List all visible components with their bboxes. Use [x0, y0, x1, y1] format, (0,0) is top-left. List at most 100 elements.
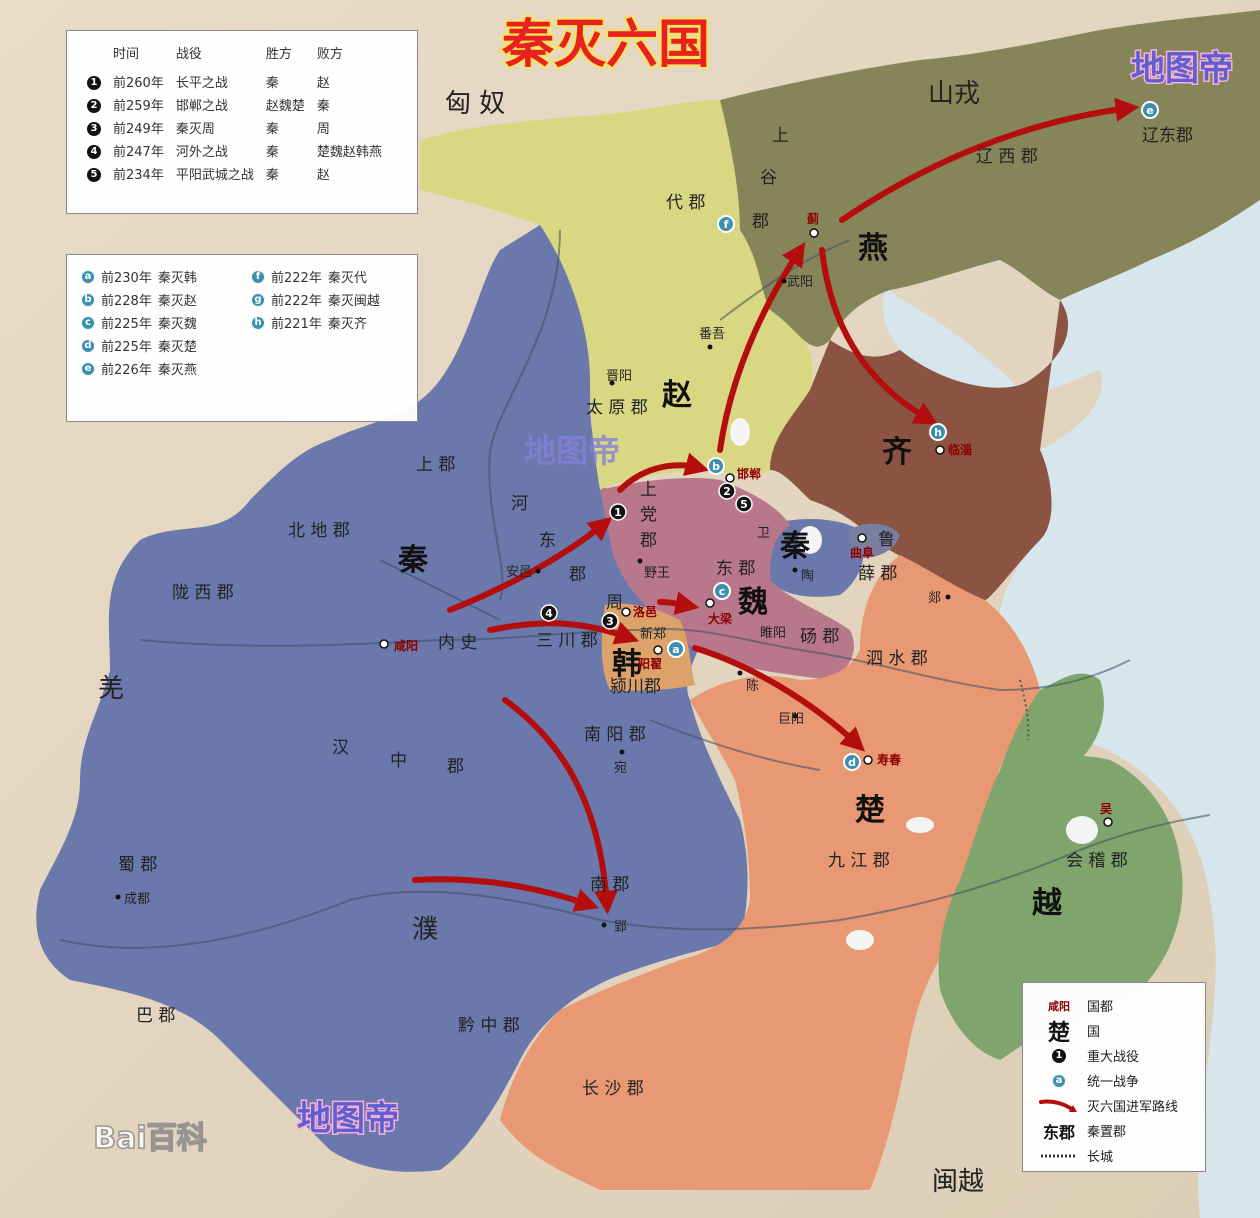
commandery-hanzhong-3: 郡 — [447, 757, 464, 777]
unification-item: e 前226年 秦灭燕 — [81, 359, 251, 378]
campaign-routes — [412, 97, 1140, 915]
route-to-handan — [617, 452, 710, 493]
battle-time: 前234年 — [113, 168, 164, 183]
battle-row: 1 前260年 长平之战 秦 赵 — [81, 70, 388, 93]
unification-time: 前225年 — [101, 317, 152, 332]
state-label-han: 韩 — [612, 647, 642, 682]
label-pu: 濮 — [412, 915, 438, 945]
region-chu — [500, 555, 1040, 1190]
battle-row: 5 前234年 平阳武城之战秦 赵 — [81, 162, 388, 185]
unification-letter-badge: e — [81, 361, 95, 376]
map-legend: 咸阳 国都 楚 国 1 重大战役 a 统一战争 灭六国进军路线 东郡 秦置郡 长… — [1022, 982, 1206, 1172]
legend-route-label: 灭六国进军路线 — [1087, 1100, 1179, 1115]
battle-number-badge: 3 — [87, 121, 101, 136]
commandery-sanchuan: 三 川 郡 — [536, 631, 598, 651]
commandery-qianzhong: 黔 中 郡 — [458, 1016, 520, 1036]
lake — [906, 817, 934, 833]
city-juyang: 巨阳 — [778, 712, 804, 727]
commandery-xue: 薛 郡 — [858, 564, 897, 584]
battle-loser: 赵 — [316, 168, 330, 183]
unification-letter-badge: f — [251, 269, 265, 284]
battle-number-badge-cell: 3 — [81, 116, 107, 139]
battle-loser: 赵 — [316, 76, 330, 91]
battle-winner: 秦 — [265, 122, 279, 137]
state-label-lu: 鲁 — [878, 530, 895, 550]
watermark-center: 地图帝 — [524, 432, 620, 470]
state-label-yue: 越 — [1032, 886, 1063, 921]
map-title: 秦灭六国 — [501, 15, 710, 75]
battle-winner: 赵魏楚 — [265, 99, 305, 114]
unification-letter-badge: g — [251, 292, 265, 307]
commandery-kuaiji: 会 稽 郡 — [1066, 851, 1128, 871]
city-qufu: 曲阜 — [850, 545, 874, 560]
unification-event: 秦灭代 — [327, 271, 367, 286]
legend-row-wall: 长城 — [1031, 1143, 1197, 1168]
battle-loser-cell: 赵 — [311, 70, 388, 93]
commandery-beidi: 北 地 郡 — [288, 521, 350, 541]
battles-header-blank — [81, 41, 107, 70]
battle-time-cell: 前260年 — [107, 70, 170, 93]
unification-time: 前222年 — [271, 294, 322, 309]
commandery-neishi: 内 史 — [438, 633, 477, 653]
unification-item: d 前225年 秦灭楚 — [81, 336, 251, 355]
city-linzi: 临淄 — [948, 442, 972, 457]
region-zhao — [420, 100, 813, 490]
unification-time: 前221年 — [271, 317, 322, 332]
legend-state-sample: 楚 — [1047, 1020, 1070, 1046]
unification-letter-badge: c — [81, 315, 95, 330]
battle-name: 邯郸之战 — [175, 99, 228, 114]
battle-name-cell: 秦灭周 — [170, 116, 260, 139]
state-label-yan: 燕 — [858, 231, 888, 266]
unification-event: 秦灭齐 — [327, 317, 367, 332]
commandery-changsha: 长 沙 郡 — [582, 1079, 644, 1099]
battle-time: 前259年 — [113, 99, 164, 114]
rivers — [59, 229, 1211, 949]
commandery-ba: 巴 郡 — [136, 1006, 175, 1026]
commandery-hedong-2: 东 — [539, 531, 556, 551]
commandery-hanzhong-2: 中 — [390, 751, 407, 771]
route-to-ying-north — [502, 697, 619, 915]
city-anyi: 安邑 — [506, 565, 532, 580]
city-wan: 宛 — [614, 761, 627, 776]
state-label-wei: 魏 — [738, 585, 768, 620]
battle-loser: 楚魏赵韩燕 — [316, 145, 382, 160]
unification-event: 秦灭魏 — [157, 317, 197, 332]
battle-loser-cell: 楚魏赵韩燕 — [311, 139, 388, 162]
route-to-ji — [717, 242, 806, 453]
legend-row-battle: 1 重大战役 — [1031, 1043, 1197, 1068]
lake — [798, 526, 822, 554]
marker-h: h — [934, 426, 942, 439]
commandery-jiujiang: 九 江 郡 — [828, 851, 890, 871]
battle-marker-5: 5 — [740, 498, 748, 511]
battles-table: 时间 战役 胜方 败方 1 前260年 长平之战秦赵 2 前259年 邯郸之战 赵魏楚秦 3 前… — [81, 41, 388, 185]
unification-event: 秦灭闽越 — [327, 294, 380, 309]
city-daliang: 大梁 — [708, 611, 732, 626]
legend-row-state: 楚 国 — [1031, 1018, 1197, 1046]
state-label-chu: 楚 — [855, 793, 885, 828]
battle-number-badge-cell: 1 — [81, 70, 107, 93]
battle-marker-4: 4 — [545, 607, 553, 620]
city-wuyang: 武阳 — [787, 275, 813, 290]
route-to-ying-west — [412, 876, 600, 912]
city-xinzheng: 新郑 — [640, 626, 666, 642]
unification-item: c 前225年 秦灭魏 — [81, 313, 251, 332]
region-qin — [36, 225, 748, 1172]
legend-capital-label: 国都 — [1087, 1000, 1114, 1015]
lake — [846, 930, 874, 950]
unification-time: 前228年 — [101, 294, 152, 309]
label-shanrong: 山戎 — [928, 79, 980, 109]
city-chengdu: 成都 — [124, 892, 150, 907]
legend-unify-label: 统一战争 — [1087, 1075, 1140, 1090]
unification-time: 前226年 — [101, 363, 152, 378]
commandery-shangdang-2: 党 — [640, 505, 657, 525]
region-yan — [720, 10, 1260, 347]
battle-winner-cell: 秦 — [260, 70, 311, 93]
battle-marker-1: 1 — [614, 506, 622, 519]
commandery-dai: 代 郡 — [666, 193, 705, 213]
marker-f: f — [724, 218, 729, 231]
battle-winner: 秦 — [265, 145, 279, 160]
unification-list-box: a 前230年 秦灭韩 f 前222年 秦灭代 b 前228年 秦灭赵 g 前222年 秦灭闽越 c 前2… — [66, 254, 418, 422]
commandery-liaoxi: 辽 西 郡 — [976, 147, 1038, 167]
battle-winner: 秦 — [265, 168, 279, 183]
